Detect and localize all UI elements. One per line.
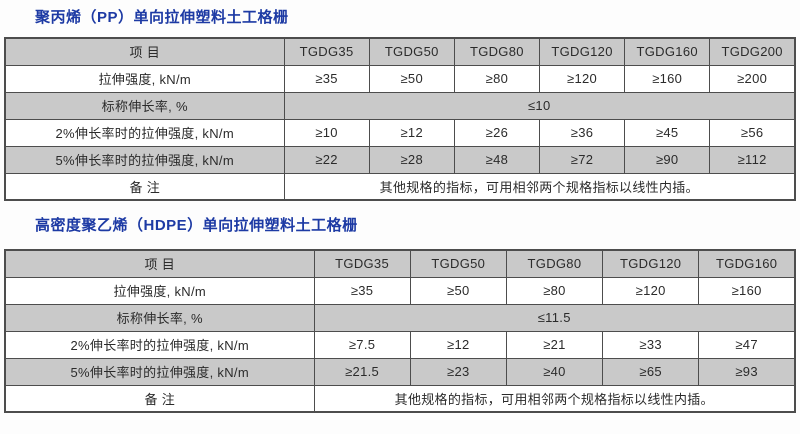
table-row: 5%伸长率时的拉伸强度, kN/m ≥22 ≥28 ≥48 ≥72 ≥90 ≥1… [4, 145, 796, 174]
cell-value: ≥160 [698, 276, 796, 305]
table-header-row: 项 目 TGDG35 TGDG50 TGDG80 TGDG120 TGDG160… [4, 37, 796, 66]
row-label: 5%伸长率时的拉伸强度, kN/m [4, 145, 285, 174]
cell-value: ≥48 [453, 145, 540, 174]
column-header-tgdg50: TGDG50 [368, 37, 455, 66]
cell-value: ≥35 [283, 64, 370, 93]
row-label: 标称伸长率, % [4, 303, 315, 332]
cell-merged-value: ≤10 [283, 91, 796, 120]
column-header-tgdg35: TGDG35 [313, 249, 411, 278]
cell-value: ≥36 [538, 118, 626, 147]
table-remark-row: 备 注 其他规格的指标，可用相邻两个规格指标以线性内插。 [4, 172, 796, 201]
table-row: 标称伸长率, % ≤11.5 [4, 303, 796, 332]
column-header-tgdg50: TGDG50 [409, 249, 507, 278]
column-header-tgdg200: TGDG200 [709, 37, 796, 66]
column-header-tgdg160: TGDG160 [624, 37, 711, 66]
cell-value: ≥80 [505, 276, 604, 305]
cell-value: ≥120 [538, 64, 626, 93]
row-label: 2%伸长率时的拉伸强度, kN/m [4, 330, 315, 359]
table-row: 拉伸强度, kN/m ≥35 ≥50 ≥80 ≥120 ≥160 [4, 276, 796, 305]
table-row: 拉伸强度, kN/m ≥35 ≥50 ≥80 ≥120 ≥160 ≥200 [4, 64, 796, 93]
column-header-item: 项 目 [4, 37, 285, 66]
hdpe-spec-table: 项 目 TGDG35 TGDG50 TGDG80 TGDG120 TGDG160… [4, 249, 796, 413]
remark-text: 其他规格的指标，可用相邻两个规格指标以线性内插。 [313, 384, 796, 413]
cell-value: ≥33 [602, 330, 700, 359]
cell-value: ≥50 [368, 64, 455, 93]
column-header-tgdg160: TGDG160 [698, 249, 796, 278]
cell-value: ≥22 [283, 145, 370, 174]
cell-value: ≥7.5 [313, 330, 411, 359]
column-header-tgdg120: TGDG120 [602, 249, 700, 278]
cell-value: ≥40 [505, 357, 604, 386]
cell-value: ≥200 [709, 64, 796, 93]
row-label: 备 注 [4, 384, 315, 413]
remark-text: 其他规格的指标，可用相邻两个规格指标以线性内插。 [283, 172, 796, 201]
cell-value: ≥21.5 [313, 357, 411, 386]
row-label: 2%伸长率时的拉伸强度, kN/m [4, 118, 285, 147]
cell-value: ≥12 [368, 118, 455, 147]
hdpe-section-title: 高密度聚乙烯（HDPE）单向拉伸塑料土工格栅 [35, 217, 358, 234]
table-remark-row: 备 注 其他规格的指标，可用相邻两个规格指标以线性内插。 [4, 384, 796, 413]
cell-value: ≥80 [453, 64, 540, 93]
table-row: 2%伸长率时的拉伸强度, kN/m ≥10 ≥12 ≥26 ≥36 ≥45 ≥5… [4, 118, 796, 147]
document-page: 聚丙烯（PP）单向拉伸塑料土工格栅 项 目 TGDG35 TGDG50 TGDG… [4, 9, 796, 413]
cell-value: ≥47 [698, 330, 796, 359]
cell-value: ≥65 [602, 357, 700, 386]
row-label: 标称伸长率, % [4, 91, 285, 120]
column-header-tgdg35: TGDG35 [283, 37, 370, 66]
row-label: 备 注 [4, 172, 285, 201]
pp-section-title: 聚丙烯（PP）单向拉伸塑料土工格栅 [35, 9, 289, 26]
cell-value: ≥35 [313, 276, 411, 305]
table-row: 2%伸长率时的拉伸强度, kN/m ≥7.5 ≥12 ≥21 ≥33 ≥47 [4, 330, 796, 359]
row-label: 拉伸强度, kN/m [4, 64, 285, 93]
cell-value: ≥28 [368, 145, 455, 174]
cell-value: ≥120 [602, 276, 700, 305]
column-header-item: 项 目 [4, 249, 315, 278]
cell-value: ≥45 [624, 118, 711, 147]
column-header-tgdg80: TGDG80 [453, 37, 540, 66]
row-label: 拉伸强度, kN/m [4, 276, 315, 305]
table-row: 标称伸长率, % ≤10 [4, 91, 796, 120]
table-row: 5%伸长率时的拉伸强度, kN/m ≥21.5 ≥23 ≥40 ≥65 ≥93 [4, 357, 796, 386]
cell-value: ≥50 [409, 276, 507, 305]
cell-value: ≥93 [698, 357, 796, 386]
cell-value: ≥56 [709, 118, 796, 147]
cell-value: ≥90 [624, 145, 711, 174]
column-header-tgdg120: TGDG120 [538, 37, 626, 66]
cell-value: ≥23 [409, 357, 507, 386]
cell-value: ≥21 [505, 330, 604, 359]
row-label: 5%伸长率时的拉伸强度, kN/m [4, 357, 315, 386]
cell-value: ≥10 [283, 118, 370, 147]
cell-value: ≥112 [709, 145, 796, 174]
cell-value: ≥26 [453, 118, 540, 147]
table-header-row: 项 目 TGDG35 TGDG50 TGDG80 TGDG120 TGDG160 [4, 249, 796, 278]
pp-spec-table: 项 目 TGDG35 TGDG50 TGDG80 TGDG120 TGDG160… [4, 37, 796, 201]
column-header-tgdg80: TGDG80 [505, 249, 604, 278]
cell-value: ≥160 [624, 64, 711, 93]
cell-merged-value: ≤11.5 [313, 303, 796, 332]
cell-value: ≥12 [409, 330, 507, 359]
cell-value: ≥72 [538, 145, 626, 174]
